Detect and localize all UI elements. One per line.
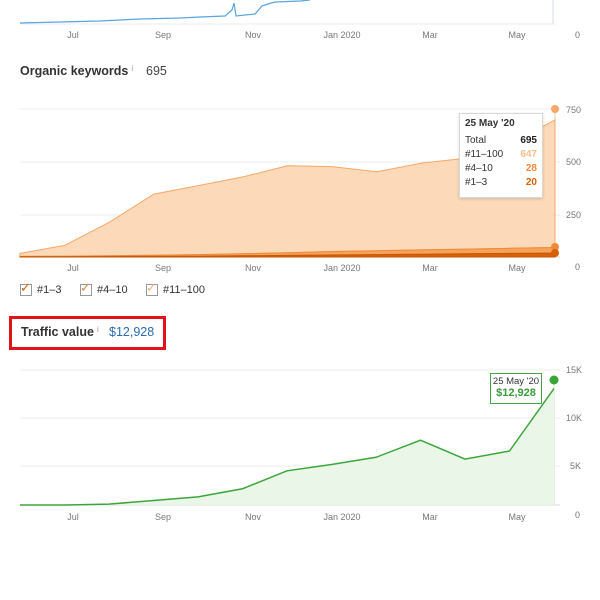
series-11-100-point xyxy=(551,105,559,113)
tooltip-row-value: 20 xyxy=(525,177,537,188)
top-chart-svg xyxy=(19,0,555,25)
tooltip-row-label: #11–100 xyxy=(465,149,504,160)
top-y-tick: 0 xyxy=(575,30,581,40)
check-icon: ✓ xyxy=(20,280,31,295)
traffic-value-amount[interactable]: $12,928 xyxy=(109,325,155,339)
tv-y-tick: 5K xyxy=(570,461,582,471)
ok-y-tick: 250 xyxy=(566,210,582,220)
tv-x-tick: Nov xyxy=(244,512,262,522)
tooltip-value: $12,928 xyxy=(496,387,536,399)
tv-y-tick: 0 xyxy=(575,510,581,520)
tv-x-tick: Jan 2020 xyxy=(323,512,361,522)
ok-y-tick: 0 xyxy=(575,262,581,272)
traffic-value-point xyxy=(549,375,559,385)
legend-label: #1–3 xyxy=(37,284,62,296)
organic-keywords-chart xyxy=(19,105,560,258)
legend-label: #4–10 xyxy=(97,284,128,296)
top-x-tick: Jan 2020 xyxy=(323,30,361,40)
ok-x-tick: Mar xyxy=(422,263,438,273)
top-x-tick: Sep xyxy=(154,30,172,40)
site-explorer-panel: Jul Sep Nov Jan 2020 Mar May 0 Organic k… xyxy=(9,0,583,522)
series-1-3-point xyxy=(551,249,559,257)
ok-y-tick: 500 xyxy=(566,157,582,167)
tooltip-row: #4–10 28 xyxy=(465,162,537,176)
organic-keywords-value: 695 xyxy=(146,64,167,78)
tooltip-row-value: 695 xyxy=(520,135,537,146)
top-chart-series-line xyxy=(19,0,311,24)
ok-x-tick: Jul xyxy=(67,263,79,273)
tooltip-row-value: 28 xyxy=(525,163,537,174)
ok-x-tick: May xyxy=(508,263,526,273)
checkbox[interactable]: ✓ xyxy=(80,280,92,296)
tv-y-tick: 10K xyxy=(566,413,583,423)
traffic-value-area xyxy=(20,388,554,505)
tv-x-tick: May xyxy=(508,512,526,522)
organic-keywords-tooltip: 25 May '20 Total 695 #11–100 647 #4–10 2… xyxy=(459,113,543,198)
traffic-value-title: Traffic value i xyxy=(21,325,99,339)
tooltip-row: #11–100 647 xyxy=(465,148,537,162)
top-x-tick: Nov xyxy=(244,30,262,40)
series-4-10-point xyxy=(551,243,559,251)
tooltip-row-label: Total xyxy=(465,135,487,146)
top-x-tick: Jul xyxy=(67,30,79,40)
ok-y-tick: 750 xyxy=(566,105,582,115)
top-x-tick: Mar xyxy=(422,30,438,40)
traffic-value-chart xyxy=(20,369,560,506)
tooltip-row: Total 695 xyxy=(465,134,537,148)
organic-keywords-title: Organic keywords i xyxy=(20,64,133,78)
info-icon[interactable]: i xyxy=(96,325,99,334)
ok-x-tick: Sep xyxy=(154,263,172,273)
tooltip-row-value: 647 xyxy=(520,149,537,160)
checkbox[interactable]: ✓ xyxy=(146,280,158,296)
organic-keywords-label: Organic keywords xyxy=(20,64,129,78)
tooltip-row: #1–3 20 xyxy=(465,176,537,190)
check-icon: ✓ xyxy=(80,280,91,295)
traffic-value-highlight xyxy=(9,316,166,350)
legend-label: #11–100 xyxy=(163,284,206,296)
tv-x-tick: Jul xyxy=(67,512,79,522)
legend-toggle-1-3[interactable]: ✓ #1–3 xyxy=(20,280,62,297)
top-x-tick: May xyxy=(508,30,526,40)
legend-toggle-4-10[interactable]: ✓ #4–10 xyxy=(80,280,128,297)
tooltip-row-label: #4–10 xyxy=(465,163,493,174)
traffic-value-tooltip: 25 May '20 $12,928 xyxy=(490,373,542,404)
traffic-value-label: Traffic value xyxy=(21,325,94,339)
traffic-value-line xyxy=(20,388,555,506)
info-icon[interactable]: i xyxy=(131,64,134,73)
tooltip-date: 25 May '20 xyxy=(492,376,540,387)
tooltip-row-label: #1–3 xyxy=(465,177,488,188)
tv-y-tick: 15K xyxy=(566,365,583,375)
tv-x-tick: Mar xyxy=(422,512,438,522)
checkbox[interactable]: ✓ xyxy=(20,280,32,296)
check-icon: ✓ xyxy=(146,280,157,295)
tooltip-date: 25 May '20 xyxy=(465,118,515,129)
ok-x-tick: Jan 2020 xyxy=(323,263,361,273)
tv-x-tick: Sep xyxy=(154,512,172,522)
ok-x-tick: Nov xyxy=(244,263,262,273)
legend-toggle-11-100[interactable]: ✓ #11–100 xyxy=(146,280,206,297)
